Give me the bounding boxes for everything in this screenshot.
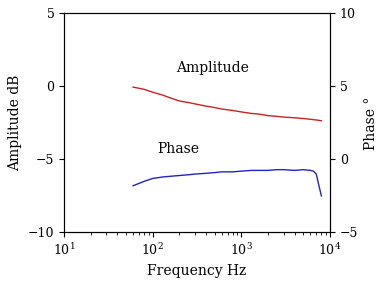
- X-axis label: Frequency Hz: Frequency Hz: [147, 264, 247, 278]
- Text: Phase: Phase: [157, 142, 199, 156]
- Text: Amplitude: Amplitude: [176, 61, 249, 75]
- Y-axis label: Phase °: Phase °: [364, 96, 378, 150]
- Y-axis label: Amplitude dB: Amplitude dB: [8, 75, 22, 171]
